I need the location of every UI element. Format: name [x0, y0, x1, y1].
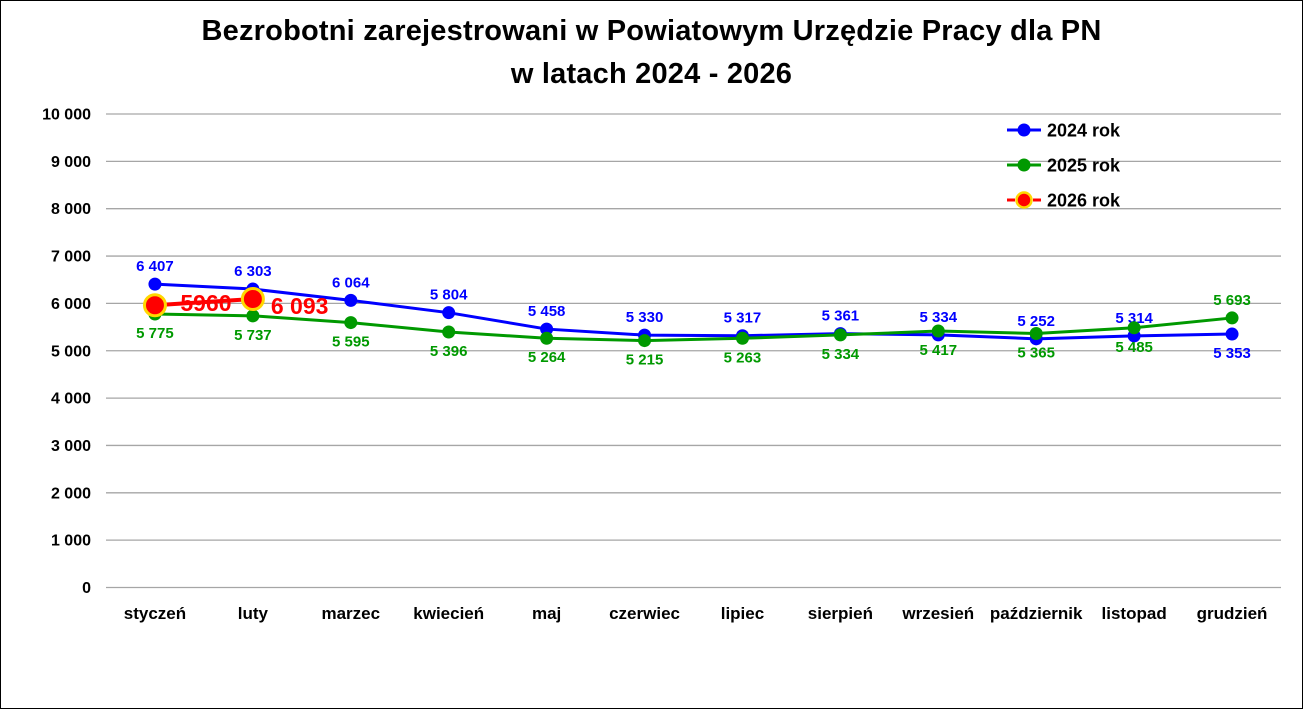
data-label-2025-rok-sierpień: 5 334 [822, 346, 860, 363]
y-tick-label-1-000: 1 000 [51, 533, 91, 550]
x-tick-label-sierpień: sierpień [808, 604, 873, 623]
data-point-2025-rok-sierpień [833, 328, 847, 342]
y-tick-label-8-000: 8 000 [51, 201, 91, 218]
data-point-2024-rok-kwiecień [442, 306, 456, 320]
x-tick-label-styczeń: styczeń [124, 604, 186, 623]
data-label-2024-rok-grudzień: 5 353 [1213, 345, 1251, 362]
y-tick-label-10-000: 10 000 [42, 107, 91, 124]
y-tick-label-0: 0 [82, 580, 91, 597]
data-label-2024-rok-sierpień: 5 361 [822, 308, 860, 325]
data-label-2024-rok-czerwiec: 5 330 [626, 309, 664, 326]
x-tick-label-październik: październik [990, 604, 1083, 623]
y-tick-label-7-000: 7 000 [51, 249, 91, 266]
data-point-2025-rok-maj [540, 331, 554, 345]
series-line-2025-rok [153, 312, 1234, 343]
data-label-2024-rok-kwiecień: 5 804 [430, 287, 468, 304]
data-label-2025-rok-styczeń: 5 775 [136, 325, 174, 342]
series-line-2026-rok [152, 296, 255, 308]
x-tick-label-grudzień: grudzień [1197, 604, 1268, 623]
y-tick-label-5-000: 5 000 [51, 343, 91, 360]
data-label-2024-rok-luty: 6 303 [234, 263, 272, 280]
data-point-2024-rok-styczeń [148, 277, 162, 291]
legend-marker-2025-rok [1017, 158, 1031, 172]
data-label-2024-rok-lipiec: 5 317 [724, 310, 762, 327]
data-label-2024-rok-listopad: 5 314 [1115, 310, 1153, 327]
data-point-2025-rok-październik [1029, 326, 1043, 340]
data-point-2026-rok-luty [240, 286, 265, 311]
data-point-2026-rok-styczeń [142, 293, 167, 318]
legend-marker-2024-rok [1017, 123, 1031, 137]
data-point-2025-rok-czerwiec [638, 334, 652, 348]
legend-label-2026-rok: 2026 rok [1047, 191, 1121, 211]
data-label-2025-rok-październik: 5 365 [1017, 344, 1055, 361]
data-label-2025-rok-kwiecień: 5 396 [430, 343, 468, 360]
chart-title-line2: w latach 2024 - 2026 [510, 58, 793, 90]
x-tick-label-maj: maj [532, 604, 561, 623]
data-label-2025-rok-luty: 5 737 [234, 327, 272, 344]
data-point-2025-rok-wrzesień [931, 324, 945, 338]
data-label-2025-rok-czerwiec: 5 215 [626, 352, 664, 369]
x-tick-label-lipiec: lipiec [721, 604, 764, 623]
data-label-2024-rok-maj: 5 458 [528, 303, 566, 320]
legend-label-2025-rok: 2025 rok [1047, 156, 1121, 176]
data-point-2025-rok-listopad [1127, 321, 1141, 335]
y-tick-label-2-000: 2 000 [51, 485, 91, 502]
y-tick-label-4-000: 4 000 [51, 391, 91, 408]
annotation-label-5960: 5960 [180, 290, 231, 316]
y-tick-label-3-000: 3 000 [51, 438, 91, 455]
annotation-label-6-093: 6 093 [271, 293, 329, 319]
data-label-2025-rok-marzec: 5 595 [332, 334, 370, 351]
x-tick-label-czerwiec: czerwiec [609, 604, 680, 623]
data-point-2025-rok-grudzień [1225, 311, 1239, 325]
data-label-2024-rok-październik: 5 252 [1017, 313, 1055, 330]
data-point-2024-rok-grudzień [1225, 327, 1239, 341]
x-tick-label-luty: luty [238, 604, 269, 623]
data-label-2025-rok-maj: 5 264 [528, 349, 566, 366]
data-point-2025-rok-luty [246, 309, 260, 323]
y-tick-label-6-000: 6 000 [51, 296, 91, 313]
data-point-2025-rok-kwiecień [442, 325, 456, 339]
data-label-2024-rok-wrzesień: 5 334 [920, 309, 958, 326]
x-tick-label-kwiecień: kwiecień [413, 604, 484, 623]
legend-marker-2026-rok [1015, 191, 1033, 209]
data-point-2024-rok-marzec [344, 293, 358, 307]
series-line-2024-rok [153, 282, 1234, 341]
data-label-2025-rok-wrzesień: 5 417 [920, 342, 958, 359]
x-tick-label-listopad: listopad [1102, 604, 1167, 623]
y-tick-label-9-000: 9 000 [51, 154, 91, 171]
data-point-2025-rok-marzec [344, 316, 358, 330]
data-point-2024-rok-maj [540, 322, 554, 336]
data-label-2024-rok-marzec: 6 064 [332, 274, 370, 291]
data-label-2025-rok-listopad: 5 485 [1115, 339, 1153, 356]
data-label-2024-rok-styczeń: 6 407 [136, 258, 174, 275]
data-point-2025-rok-lipiec [735, 331, 749, 345]
x-tick-label-wrzesień: wrzesień [901, 604, 974, 623]
x-tick-label-marzec: marzec [321, 604, 380, 623]
legend-label-2024-rok: 2024 rok [1047, 121, 1121, 141]
chart-title-line1: Bezrobotni zarejestrowani w Powiatowym U… [201, 15, 1102, 47]
data-label-2025-rok-lipiec: 5 263 [724, 349, 762, 366]
data-label-2025-rok-grudzień: 5 693 [1213, 292, 1251, 309]
